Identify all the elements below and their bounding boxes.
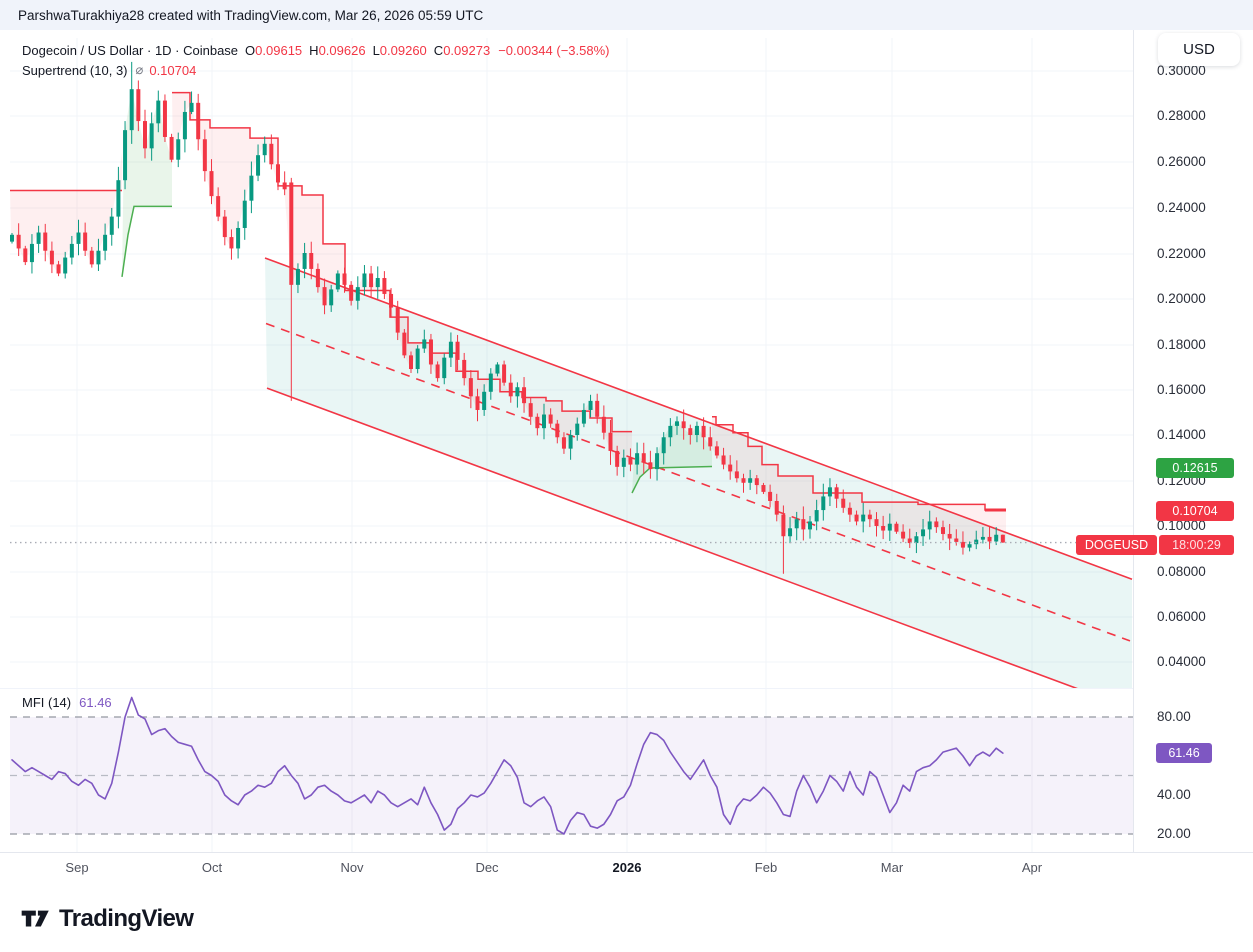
mfi-value-badge: 61.46 (1156, 743, 1212, 763)
price-axis-label: 0.04000 (1157, 654, 1206, 669)
supertrend-up-price-badge: 0.12615 (1156, 458, 1234, 478)
attribution-text: ParshwaTurakhiya28 created with TradingV… (18, 7, 484, 23)
time-axis-label: Oct (201, 860, 223, 875)
attribution-bar: ParshwaTurakhiya28 created with TradingV… (0, 0, 1253, 30)
time-axis-label: Sep (65, 860, 89, 875)
chart-legend: Dogecoin / US Dollar · 1D · Coinbase O0.… (22, 40, 610, 80)
chart-canvas[interactable] (0, 30, 1253, 886)
symbol-label: DOGEUSD (1084, 538, 1149, 552)
time-axis-label: Mar (880, 860, 904, 875)
price-axis-label: 0.14000 (1157, 427, 1206, 442)
price-axis-label: 0.30000 (1157, 63, 1206, 78)
supertrend-up-value: 0.12615 (1172, 461, 1218, 475)
chart-container[interactable]: Dogecoin / US Dollar · 1D · Coinbase O0.… (0, 30, 1253, 886)
time-axis-label: Dec (475, 860, 499, 875)
price-axis-label: 0.18000 (1157, 337, 1206, 352)
supertrend-down-value: 0.10704 (1172, 504, 1218, 518)
ohlc-key: C (433, 42, 444, 58)
indicator-symbol: ⌀ (135, 62, 144, 77)
tradingview-logo[interactable]: TradingView (20, 905, 194, 933)
ohlc-value: 0.09273 (443, 42, 491, 58)
bar-countdown-badge: 18:00:29 (1159, 535, 1234, 555)
time-axis-label: Apr (1021, 860, 1043, 875)
ohlc-value: 0.09626 (318, 42, 366, 58)
tradingview-logo-text: TradingView (59, 905, 194, 932)
time-axis-label: Nov (340, 860, 364, 875)
price-axis-label: 0.28000 (1157, 108, 1206, 123)
price-axis-label: 0.22000 (1157, 246, 1206, 261)
time-axis-label: 2026 (612, 860, 642, 875)
indicator-value: 0.10704 (149, 62, 197, 78)
price-axis-label: 0.08000 (1157, 564, 1206, 579)
mfi-badge-value: 61.46 (1168, 746, 1200, 760)
ohlc-key: H (309, 42, 319, 58)
price-axis-label: 20.00 (1157, 826, 1191, 841)
symbol-row[interactable]: Dogecoin / US Dollar · 1D · Coinbase O0.… (22, 40, 610, 60)
ohlc-value: 0.09615 (255, 42, 303, 58)
countdown-value: 18:00:29 (1172, 538, 1221, 552)
footer: TradingView (0, 886, 1253, 952)
mfi-legend: MFI (14) 61.46 (22, 692, 112, 712)
ohlc-value: 0.09260 (379, 42, 427, 58)
price-axis-label: 0.26000 (1157, 154, 1206, 169)
price-axis-label: 0.16000 (1157, 382, 1206, 397)
price-axis-label: 0.24000 (1157, 200, 1206, 215)
symbol-price-label-badge: DOGEUSD (1076, 535, 1157, 555)
time-axis-label: Feb (754, 860, 778, 875)
change-value: −0.00344 (−3.58%) (498, 42, 610, 58)
currency-label: USD (1183, 41, 1215, 58)
price-axis-label: 40.00 (1157, 787, 1191, 802)
mfi-row[interactable]: MFI (14) 61.46 (22, 692, 112, 712)
ohlc-key: O (245, 42, 256, 58)
currency-toggle-button[interactable]: USD (1158, 33, 1240, 66)
indicator-row[interactable]: Supertrend (10, 3) ⌀ 0.10704 (22, 60, 610, 80)
price-axis-border (1133, 30, 1134, 852)
ohlc-values: O0.09615 H0.09626 L0.09260 C0.09273 (238, 43, 490, 58)
indicator-title[interactable]: Supertrend (10, 3) (22, 62, 128, 78)
mfi-value: 61.46 (79, 694, 112, 710)
time-axis-border (0, 852, 1253, 853)
symbol-title[interactable]: Dogecoin / US Dollar · 1D · Coinbase (22, 42, 239, 58)
price-axis-label: 80.00 (1157, 709, 1191, 724)
tradingview-logo-icon (20, 906, 50, 932)
price-axis-label: 0.20000 (1157, 291, 1206, 306)
price-axis-label: 0.10000 (1157, 518, 1206, 533)
mfi-title[interactable]: MFI (14) (22, 694, 72, 710)
pane-separator[interactable] (0, 688, 1133, 689)
price-axis-label: 0.06000 (1157, 609, 1206, 624)
supertrend-down-price-badge: 0.10704 (1156, 501, 1234, 521)
ohlc-key: L (372, 42, 380, 58)
